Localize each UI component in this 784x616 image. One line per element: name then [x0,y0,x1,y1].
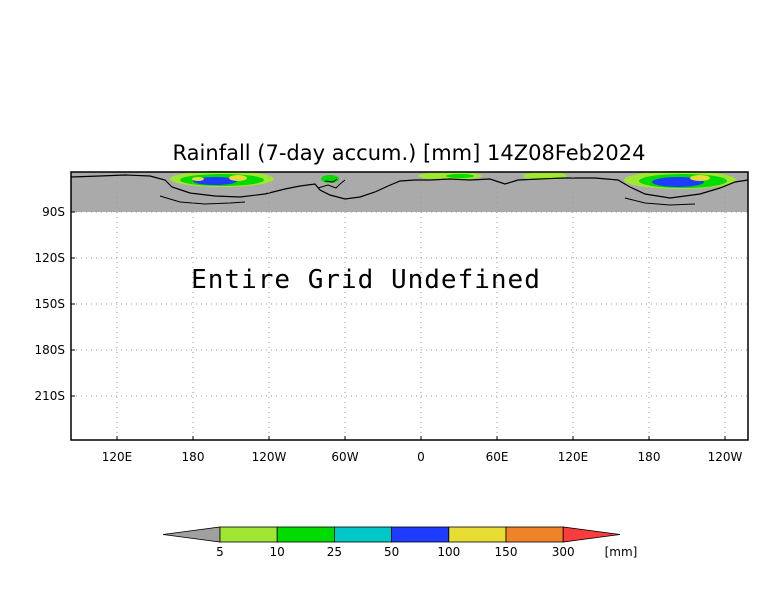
x-tick-label: 120E [558,450,589,464]
colorbar-segment [276,526,335,543]
colorbar-tick-label: 150 [495,545,518,559]
coastline [70,174,749,200]
plot-background [71,172,748,440]
colorbar-tick-label: 300 [552,545,575,559]
rainfall-patch-left [170,171,274,187]
colorbar-tick-label: 10 [270,545,285,559]
colorbar-segment [391,526,450,543]
colorbar-segment [219,526,278,543]
colorbar-tick-label: 5 [216,545,224,559]
plot-frame [70,171,749,441]
colorbar-tick-label: 100 [437,545,460,559]
colorbar-segment [162,526,221,543]
x-tick-label: 120W [708,450,743,464]
x-tick-label: 60W [331,450,358,464]
colorbar-segment [333,526,392,543]
y-tick-label: 150S [34,297,65,311]
colorbar-legend: 5 10 25 50 100 150 300 [mm] [162,526,638,559]
colorbar-segment [562,526,621,543]
x-tick-label: 120E [102,450,133,464]
y-tick-label: 120S [34,251,65,265]
rainfall-patch-right [624,171,736,189]
x-tick-label: 180 [182,450,205,464]
colorbar-tick-label: 25 [327,545,342,559]
colorbar-segment [505,526,564,543]
y-tick-label: 90S [42,205,65,219]
y-axis: 90S 120S 150S 180S 210S [34,205,75,403]
colorbar-segment [448,526,507,543]
y-tick-label: 210S [34,389,65,403]
x-tick-label: 60E [486,450,509,464]
x-tick-label: 0 [417,450,425,464]
x-tick-label: 120W [252,450,287,464]
colorbar-tick-label: 50 [384,545,399,559]
x-axis: 120E 180 120W 60W 0 60E 120E 180 120W [102,436,743,464]
y-tick-label: 180S [34,343,65,357]
undefined-grid-message: Entire Grid Undefined [191,265,541,295]
chart-title: Rainfall (7-day accum.) [mm] 14Z08Feb202… [173,141,646,165]
colorbar-unit-label: [mm] [605,545,638,559]
coastline-detail [159,178,696,206]
x-tick-label: 180 [638,450,661,464]
